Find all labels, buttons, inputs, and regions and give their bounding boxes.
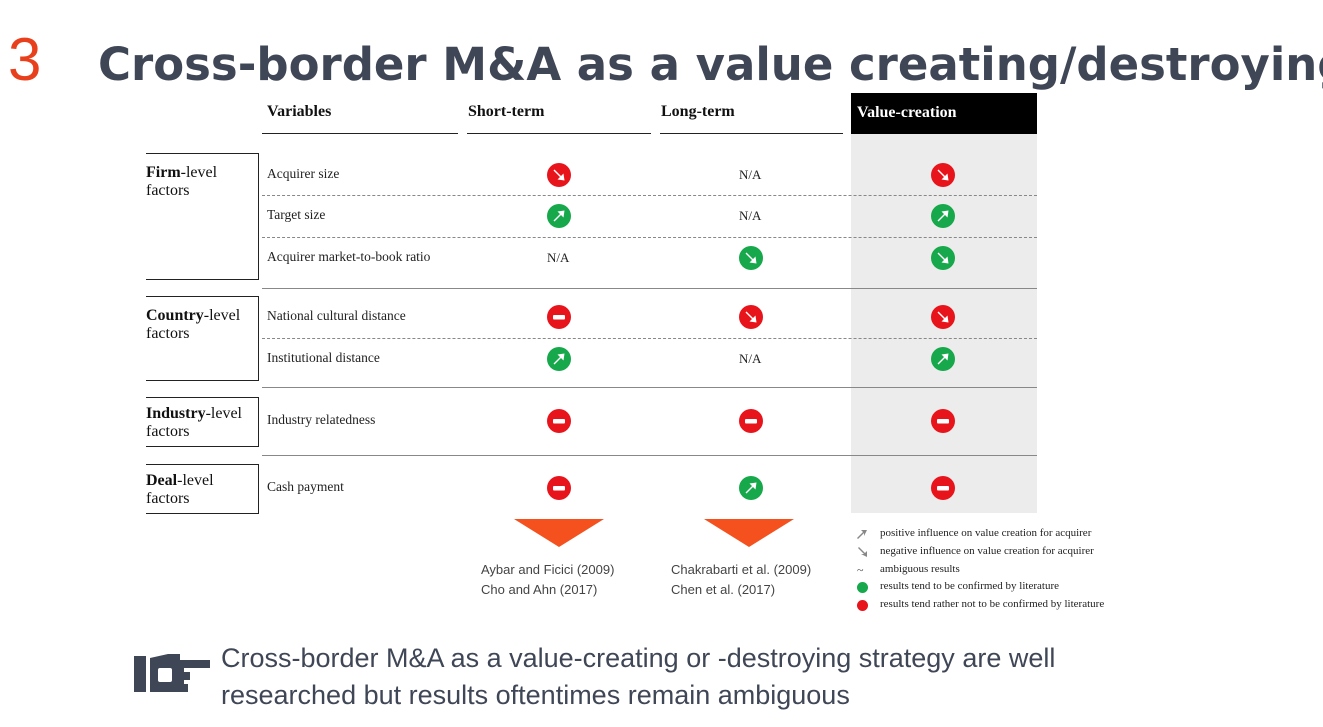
- negative-red-icon: [931, 163, 955, 187]
- long-term-header: Long-term: [661, 103, 735, 120]
- reference-item: Chakrabarti et al. (2009): [671, 562, 812, 577]
- conclusion-text: Cross-border M&A as a value-creating or …: [221, 640, 1055, 714]
- na-value: N/A: [739, 351, 762, 366]
- ambiguous-red-icon: [547, 409, 571, 433]
- long-term-arrow: [704, 519, 794, 547]
- group-separator: [262, 387, 1037, 388]
- positive-green-icon: [547, 347, 571, 371]
- header-underline: [467, 133, 651, 134]
- variables-header: Variables: [267, 103, 332, 120]
- variable-label: Cash payment: [267, 479, 344, 494]
- ambiguous-red-icon: [739, 409, 763, 433]
- group-label-deal: Deal-level factors: [146, 472, 214, 507]
- row-separator: [262, 237, 1037, 238]
- group-box-country: [146, 296, 259, 381]
- long-term-references: Chakrabarti et al. (2009) Chen et al. (2…: [671, 560, 811, 600]
- negative-red-icon: [547, 163, 571, 187]
- variable-label: Target size: [267, 207, 326, 222]
- ambiguous-red-icon: [547, 476, 571, 500]
- ambiguous-red-icon: [931, 409, 955, 433]
- variable-label: Institutional distance: [267, 350, 380, 365]
- short-term-references: Aybar and Ficici (2009) Cho and Ahn (201…: [481, 560, 614, 600]
- slide-title: Cross-border M&A as a value creating/des…: [98, 38, 1323, 91]
- na-value: N/A: [739, 208, 762, 223]
- group-label-industry: Industry-level factors: [146, 405, 242, 440]
- group-separator: [262, 455, 1037, 456]
- variable-label: National cultural distance: [267, 308, 406, 323]
- negative-red-icon: [931, 305, 955, 329]
- row-separator: [262, 195, 1037, 196]
- negative-green-icon: [739, 246, 763, 270]
- variable-label: Industry relatedness: [267, 412, 376, 427]
- group-separator: [262, 288, 1037, 289]
- group-label-country: Country-level factors: [146, 307, 241, 342]
- negative-green-icon: [931, 246, 955, 270]
- header-underline: [262, 133, 458, 134]
- value-creation-column: [851, 93, 1037, 513]
- positive-green-icon: [547, 204, 571, 228]
- group-box-firm: [146, 153, 259, 280]
- pointing-hand-icon: [134, 654, 210, 692]
- header-underline: [660, 133, 843, 134]
- conclusion-line: Cross-border M&A as a value-creating or …: [221, 643, 1056, 673]
- variable-label: Acquirer market-to-book ratio: [267, 249, 431, 264]
- reference-item: Aybar and Ficici (2009): [481, 562, 615, 577]
- conclusion-line: researched but results oftentimes remain…: [221, 680, 850, 710]
- short-term-header: Short-term: [468, 103, 545, 120]
- positive-green-icon: [931, 204, 955, 228]
- ambiguous-red-icon: [931, 476, 955, 500]
- group-box-industry: [146, 397, 259, 447]
- negative-red-icon: [739, 305, 763, 329]
- short-term-arrow: [514, 519, 604, 547]
- na-value: N/A: [739, 167, 762, 182]
- green-dot-icon: [857, 582, 868, 593]
- down-arrow-icon: [858, 547, 867, 557]
- group-label-firm: Firm-level factors: [146, 164, 218, 199]
- red-dot-icon: [857, 600, 868, 611]
- tilde-icon: ~: [857, 563, 864, 577]
- reference-item: Chen et al. (2017): [671, 582, 776, 597]
- ambiguous-red-icon: [547, 305, 571, 329]
- up-arrow-icon: [857, 530, 867, 539]
- positive-green-icon: [739, 476, 763, 500]
- value-creation-header: Value-creation: [851, 93, 1037, 134]
- slide-number: 3: [8, 26, 42, 93]
- row-separator: [262, 338, 1037, 339]
- na-value: N/A: [547, 250, 570, 265]
- positive-green-icon: [931, 347, 955, 371]
- reference-item: Cho and Ahn (2017): [481, 582, 598, 597]
- variable-label: Acquirer size: [267, 166, 340, 181]
- group-box-deal: [146, 464, 259, 514]
